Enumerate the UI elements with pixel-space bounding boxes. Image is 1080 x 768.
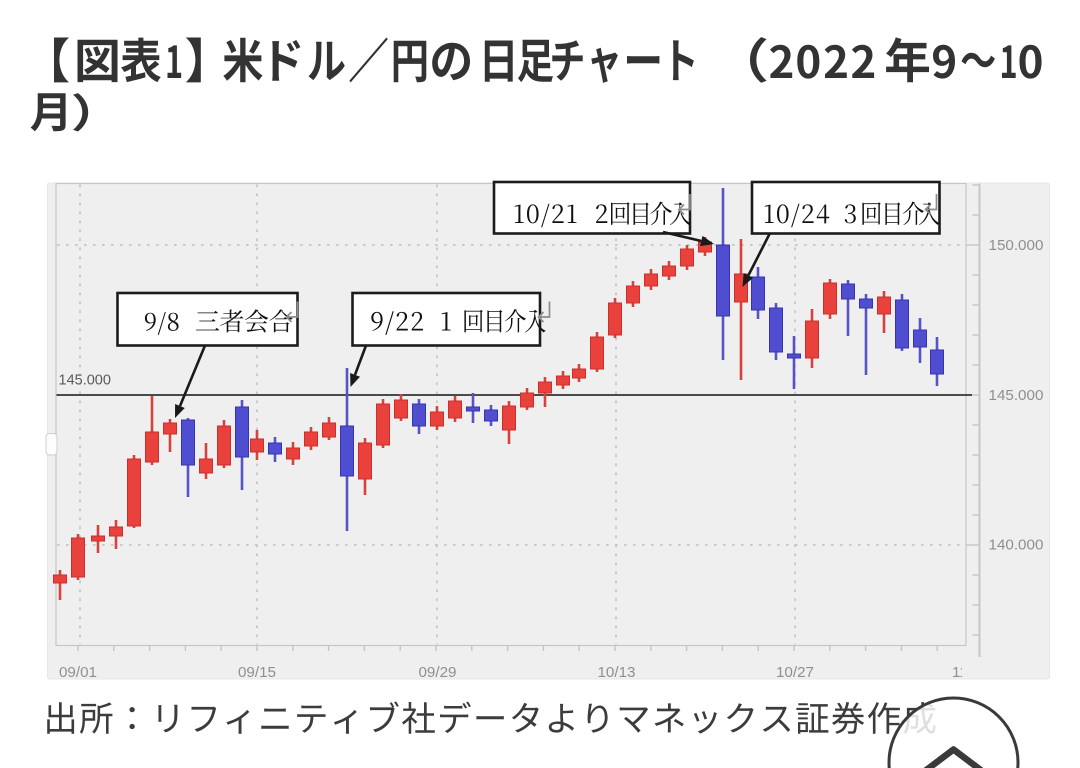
svg-text:09/29: 09/29 — [418, 664, 456, 681]
svg-text:09/01: 09/01 — [59, 664, 97, 681]
svg-text:150.000: 150.000 — [989, 237, 1044, 254]
svg-text:11/10: 11/10 — [952, 664, 989, 681]
svg-text:145.000: 145.000 — [989, 387, 1044, 404]
svg-text:145.000: 145.000 — [59, 373, 111, 389]
svg-text:140.000: 140.000 — [989, 537, 1044, 554]
svg-text:09/15: 09/15 — [238, 664, 276, 681]
svg-text:10/13: 10/13 — [597, 664, 635, 681]
svg-text:10/27: 10/27 — [776, 664, 814, 681]
